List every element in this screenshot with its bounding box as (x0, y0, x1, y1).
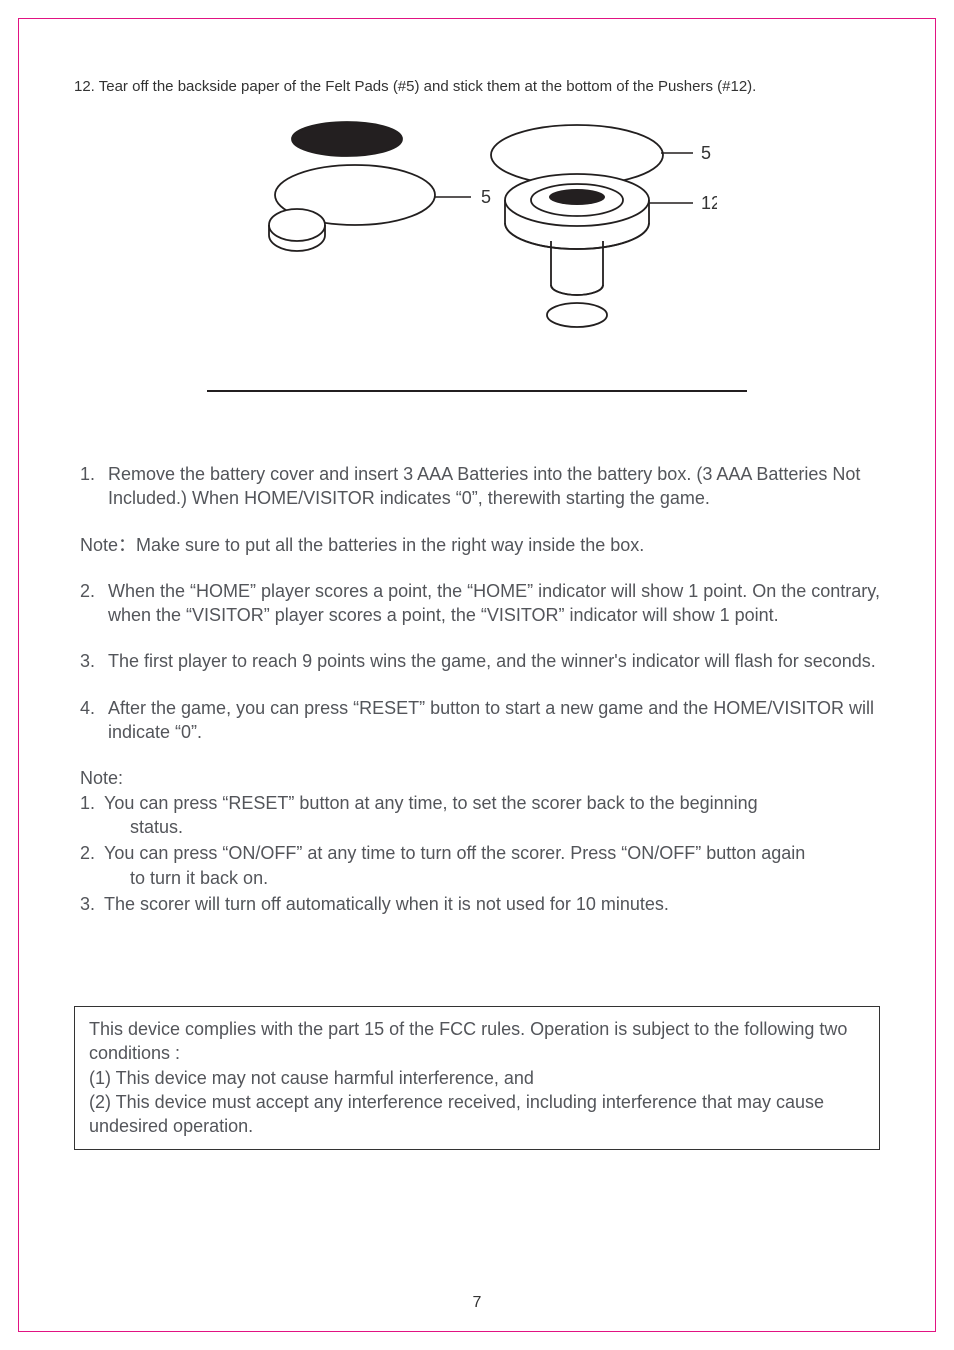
note-heading: Note: (80, 766, 880, 790)
fcc-line: (1) This device may not cause harmful in… (89, 1066, 865, 1090)
figure-wrap: 5 (74, 115, 880, 360)
note-text: The scorer will turn off automatically w… (104, 892, 880, 916)
instructions-list-cont: 2. When the “HOME” player scores a point… (80, 579, 880, 744)
instruction-item: 2. When the “HOME” player scores a point… (80, 579, 880, 628)
fcc-line: This device complies with the part 15 of… (89, 1017, 865, 1066)
page-number: 7 (0, 1294, 954, 1312)
assembly-figure: 5 (237, 115, 717, 360)
figure-label-12: 12 (701, 193, 717, 213)
note-number: 1. (80, 791, 104, 840)
item-text: When the “HOME” player scores a point, t… (108, 579, 880, 628)
figure-label-5-right: 5 (701, 143, 711, 163)
item-text: Remove the battery cover and insert 3 AA… (108, 462, 880, 511)
fcc-line: (2) This device must accept any interfer… (89, 1090, 865, 1139)
instruction-item: 3. The first player to reach 9 points wi… (80, 649, 880, 673)
section-divider (207, 390, 747, 392)
fcc-compliance-box: This device complies with the part 15 of… (74, 1006, 880, 1149)
note-number: 2. (80, 841, 104, 890)
note-item: 3. The scorer will turn off automaticall… (80, 892, 880, 916)
item-number: 2. (80, 579, 108, 628)
item-text: The first player to reach 9 points wins … (108, 649, 880, 673)
note-after-1: Note：Make sure to put all the batteries … (80, 533, 880, 557)
figure-label-5-left: 5 (481, 187, 491, 207)
note-item: 2. You can press “ON/OFF” at any time to… (80, 841, 880, 890)
note-item: 1. You can press “RESET” button at any t… (80, 791, 880, 840)
note-text: You can press “RESET” button at any time… (104, 791, 880, 840)
item-number: 3. (80, 649, 108, 673)
note-number: 3. (80, 892, 104, 916)
item-number: 4. (80, 696, 108, 745)
instruction-item: 1. Remove the battery cover and insert 3… (80, 462, 880, 511)
instruction-item: 4. After the game, you can press “RESET”… (80, 696, 880, 745)
instructions-list: 1. Remove the battery cover and insert 3… (80, 462, 880, 511)
page-content: 12. Tear off the backside paper of the F… (18, 18, 936, 1332)
step-12-text: 12. Tear off the backside paper of the F… (74, 78, 880, 95)
item-text: After the game, you can press “RESET” bu… (108, 696, 880, 745)
note-block: Note: 1. You can press “RESET” button at… (80, 766, 880, 916)
note-text: You can press “ON/OFF” at any time to tu… (104, 841, 880, 890)
item-number: 1. (80, 462, 108, 511)
